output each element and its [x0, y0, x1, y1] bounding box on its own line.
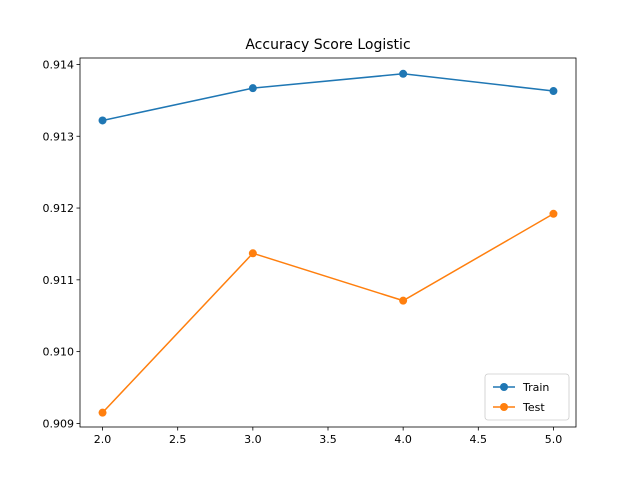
data-point-test — [549, 209, 558, 218]
data-point-train — [399, 69, 408, 78]
series-line-test — [101, 213, 554, 414]
x-tick-label: 2.0 — [94, 433, 112, 446]
y-axis: 0.909 0.910 0.911 0.912 0.913 0.914 — [43, 58, 80, 430]
x-tick-label: 5.0 — [545, 433, 563, 446]
series-line-train — [102, 73, 554, 122]
y-tick-label: 0.910 — [43, 346, 75, 359]
legend: Train Test — [484, 373, 570, 421]
y-tick-label: 0.913 — [43, 130, 75, 143]
legend-label: Train — [522, 381, 549, 394]
legend-swatch-marker — [500, 383, 508, 391]
axes-frame — [79, 57, 577, 428]
plot-area — [98, 69, 558, 417]
data-point-test — [248, 249, 257, 258]
x-tick-label: 4.5 — [470, 433, 488, 446]
legend-swatch-marker — [500, 403, 508, 411]
x-tick-label: 4.0 — [394, 433, 412, 446]
y-tick-label: 0.909 — [43, 417, 75, 430]
y-tick-label: 0.914 — [43, 58, 75, 71]
x-axis: 2.0 2.5 3.0 3.5 4.0 4.5 5.0 — [94, 427, 562, 446]
y-tick-label: 0.912 — [43, 202, 75, 215]
data-point-test — [98, 408, 107, 417]
chart-title: Accuracy Score Logistic — [245, 37, 410, 53]
legend-label: Test — [522, 401, 545, 414]
data-point-train — [98, 116, 107, 125]
x-tick-label: 3.0 — [244, 433, 262, 446]
data-point-train — [248, 84, 257, 93]
data-point-train — [549, 87, 558, 96]
y-tick-label: 0.911 — [43, 274, 75, 287]
x-tick-label: 3.5 — [319, 433, 337, 446]
data-point-test — [399, 296, 408, 305]
x-tick-label: 2.5 — [169, 433, 187, 446]
